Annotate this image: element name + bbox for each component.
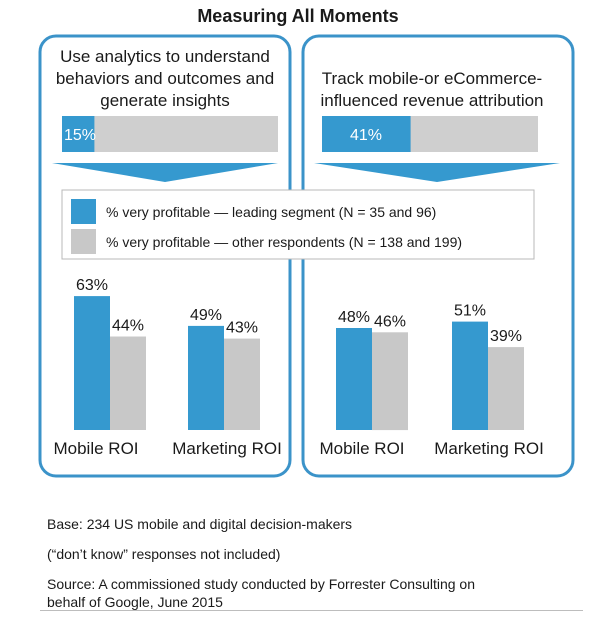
left-category-label-0: Mobile ROI — [53, 439, 138, 458]
left-category-label-1: Marketing ROI — [172, 439, 282, 458]
right-bar-leading-0 — [336, 328, 372, 430]
legend-label-other: % very profitable — other respondents (N… — [106, 234, 462, 250]
right-category-label-1: Marketing ROI — [434, 439, 544, 458]
right-value-label-leading-0: 48% — [338, 309, 370, 326]
left-bar-leading-1 — [188, 325, 224, 430]
left-value-label-other-1: 43% — [226, 320, 258, 337]
footnote-source-line-1: Source: A commissioned study conducted b… — [47, 576, 475, 592]
legend-swatch-leading — [71, 199, 96, 224]
left-share-label: 15% — [64, 127, 96, 144]
footnote-dont-know: (“don’t know” responses not included) — [47, 546, 281, 562]
left-share-bar-fill — [62, 116, 95, 152]
right-bar-other-0 — [372, 332, 408, 431]
footnote-base: Base: 234 US mobile and digital decision… — [47, 516, 353, 532]
right-panel-title-line-1: Track mobile-or eCommerce- — [322, 69, 542, 88]
footnote-divider — [40, 610, 583, 611]
right-share-bar-fill — [322, 116, 411, 152]
right-bar-leading-1 — [452, 321, 488, 430]
footnote-source-line-2: behalf of Google, June 2015 — [47, 594, 223, 610]
right-value-label-other-1: 39% — [490, 328, 522, 345]
left-panel-title-line-3: generate insights — [100, 91, 229, 110]
left-value-label-other-0: 44% — [112, 318, 144, 335]
left-share-bar-track — [62, 116, 278, 152]
legend-box — [61, 189, 535, 260]
right-panel-title-line-2: influenced revenue attribution — [320, 91, 543, 110]
legend-label-leading: % very profitable — leading segment (N =… — [106, 204, 436, 220]
left-bar-leading-0 — [74, 296, 110, 430]
bars-layer: 63% 44% Mobile ROI 49%43% Marketing ROI 48% 46… — [53, 277, 543, 458]
chart-title: Measuring All Moments — [197, 6, 398, 26]
left-value-label-leading-1: 49% — [190, 307, 222, 324]
right-share-label: 41% — [350, 127, 382, 144]
left-bar-other-1 — [224, 338, 260, 430]
right-bar-other-1 — [488, 347, 524, 430]
right-value-label-leading-1: 51% — [454, 303, 486, 320]
left-down-arrow — [52, 163, 278, 182]
right-down-arrow — [314, 163, 560, 182]
left-value-label-leading-0: 63% — [76, 277, 108, 294]
legend-swatch-other — [71, 229, 96, 254]
right-category-label-0: Mobile ROI — [319, 439, 404, 458]
right-value-label-other-0: 46% — [374, 313, 406, 330]
left-panel-title-line-2: behaviors and outcomes and — [56, 69, 274, 88]
left-bar-other-0 — [110, 336, 146, 430]
left-panel-title-line-1: Use analytics to understand — [60, 47, 270, 66]
